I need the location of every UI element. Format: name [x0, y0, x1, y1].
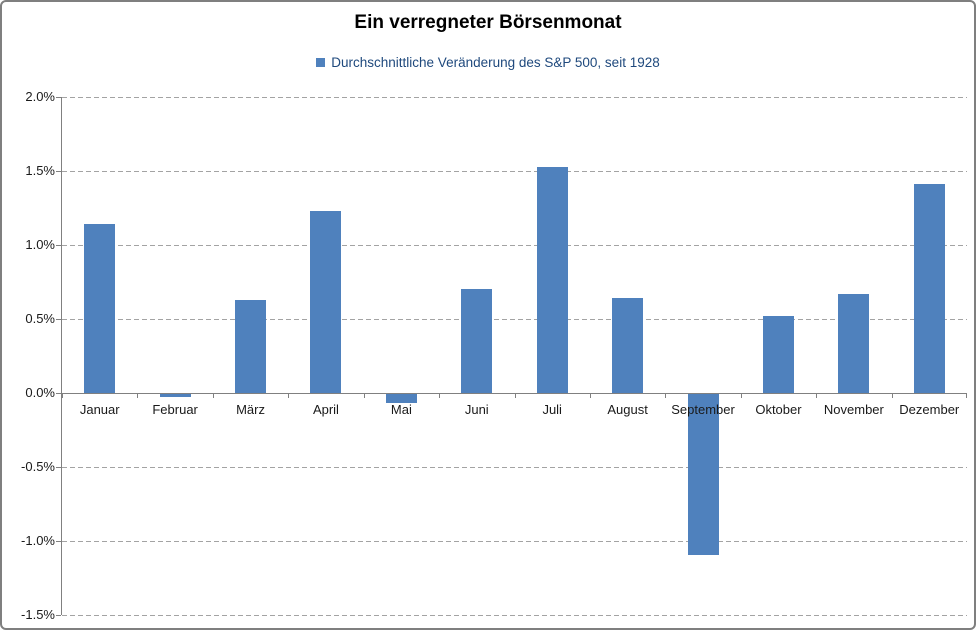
bar-april [310, 210, 342, 393]
category-label-maerz: März [236, 402, 265, 417]
category-label-februar: Februar [152, 402, 198, 417]
gridline [62, 318, 967, 320]
bar-januar [84, 224, 116, 393]
y-tick-label: 1.0% [25, 237, 55, 252]
y-axis-tick [56, 245, 61, 246]
category-axis-tick [439, 393, 441, 398]
category-axis-tick [514, 393, 516, 398]
category-axis-tick [137, 393, 139, 398]
category-axis-tick [966, 393, 967, 398]
bar-februar [159, 394, 191, 397]
y-axis-tick [56, 467, 61, 468]
plot-area: Januar Februar März April Mai Juni Juli August S… [56, 96, 967, 616]
bar-juni [461, 289, 493, 393]
y-tick-label: 0.5% [25, 311, 55, 326]
legend: Durchschnittliche Veränderung des S&P 50… [2, 55, 974, 70]
category-label-november: November [823, 402, 884, 417]
gridline [62, 540, 967, 542]
y-tick-label: -1.5% [21, 607, 55, 622]
bar-september [687, 394, 719, 556]
y-axis-tick [56, 615, 61, 616]
category-axis-tick [589, 393, 591, 398]
category-axis-tick [62, 393, 63, 398]
gridline [62, 96, 967, 98]
chart-title: Ein verregneter Börsenmonat [354, 12, 622, 33]
y-axis-tick [56, 319, 61, 320]
category-label-september: September [671, 402, 735, 417]
bar-juli [536, 166, 568, 393]
y-tick-label: -1.0% [21, 533, 55, 548]
y-tick-label: -0.5% [21, 459, 55, 474]
category-axis-tick [363, 393, 365, 398]
bar-oktober [762, 316, 794, 393]
category-axis-tick [740, 393, 742, 398]
category-label-januar: Januar [79, 402, 120, 417]
legend-swatch-icon [316, 58, 326, 67]
category-label-juli: Juli [542, 402, 562, 417]
category-label-juni: Juni [464, 402, 489, 417]
y-tick-label: 0.0% [25, 385, 55, 400]
category-axis-tick [288, 393, 290, 398]
category-label-mai: Mai [390, 402, 412, 417]
category-axis-tick [212, 393, 214, 398]
category-label-august: August [607, 402, 648, 417]
bar-maerz [235, 299, 267, 393]
gridline [62, 170, 967, 172]
y-axis-tick [56, 171, 61, 172]
gridline [62, 244, 967, 246]
category-axis-tick [665, 393, 667, 398]
legend-label: Durchschnittliche Veränderung des S&P 50… [331, 55, 660, 70]
y-axis-tick [56, 393, 61, 394]
bar-august [612, 298, 644, 393]
y-axis-line [61, 97, 62, 615]
gridline [62, 614, 967, 616]
category-axis-tick [816, 393, 818, 398]
category-axis-tick [891, 393, 893, 398]
bar-dezember [913, 184, 945, 393]
y-axis-tick [56, 97, 61, 98]
y-axis-labels: 2.0% 1.5% 1.0% 0.5% 0.0% -0.5% -1.0% -1.5% [2, 89, 55, 622]
y-tick-label: 2.0% [25, 89, 55, 104]
y-tick-label: 1.5% [25, 163, 55, 178]
bar-mai [385, 394, 417, 403]
gridline [62, 466, 967, 468]
category-label-dezember: Dezember [899, 402, 960, 417]
category-label-oktober: Oktober [755, 402, 802, 417]
bar-november [838, 293, 870, 393]
y-axis-tick [56, 541, 61, 542]
category-label-april: April [312, 402, 339, 417]
